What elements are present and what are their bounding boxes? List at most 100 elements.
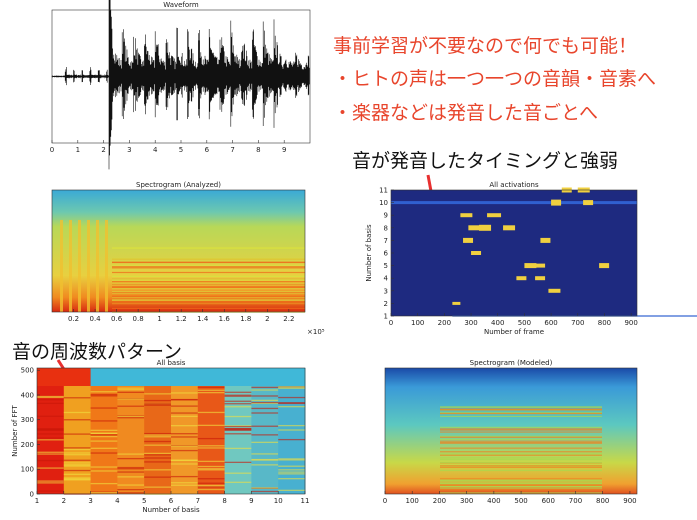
basis-decor	[117, 471, 144, 472]
basis-decor	[144, 404, 171, 405]
spectrogram-decor	[440, 431, 602, 432]
spectrogram-decor	[112, 278, 305, 279]
basis-decor	[64, 474, 91, 475]
red-line: 事前学習が不要なので何でも可能！	[333, 35, 637, 57]
basis-decor	[225, 416, 252, 417]
basis-decor	[225, 403, 252, 404]
spectrogram-decor	[112, 296, 305, 297]
activation-decor	[460, 213, 472, 217]
spectrogram-decor	[112, 292, 305, 293]
basis-decor	[144, 486, 171, 487]
x-tick-label: 0	[383, 497, 387, 505]
x-tick-label: 300	[460, 497, 473, 505]
basis-decor	[225, 482, 252, 483]
basis-decor	[225, 462, 252, 463]
spectrogram-decor	[112, 265, 305, 266]
basis-decor	[64, 462, 91, 463]
basis-decor	[225, 428, 252, 429]
activation-decor	[540, 238, 550, 243]
spectrogram-decor	[112, 276, 305, 277]
basis-decor	[37, 482, 64, 483]
x-tick-label: 400	[487, 497, 500, 505]
y-tick-label: 400	[21, 391, 34, 399]
spectrogram-decor	[112, 302, 305, 303]
basis-decor	[225, 433, 252, 434]
basis-decor	[198, 425, 225, 426]
basis-decor	[37, 439, 64, 440]
basis-decor	[251, 464, 278, 465]
basis-decor	[171, 460, 198, 461]
spectrogram-decor	[112, 248, 305, 249]
basis-decor	[198, 483, 225, 484]
basis-decor	[64, 477, 91, 478]
y-tick-label: 9	[384, 212, 388, 220]
spectrogram-decor	[112, 280, 305, 281]
basis-decor	[198, 390, 225, 391]
basis-decor	[198, 466, 225, 467]
basis-decor	[117, 417, 144, 418]
basis-decor	[64, 460, 91, 461]
x-tick-label: 200	[438, 319, 451, 327]
x-tick-label: 5	[142, 497, 146, 505]
activation-decor	[535, 276, 545, 280]
spectrogram-decor	[440, 443, 602, 444]
x-tick-label: 1.2	[176, 315, 187, 323]
x-tick-label: 200	[433, 497, 446, 505]
basis-decor	[171, 476, 198, 477]
basis-decor	[91, 395, 118, 396]
basis-decor	[144, 476, 171, 477]
spectrogram-decor	[112, 267, 305, 268]
x-tick-label: 600	[542, 497, 555, 505]
activation-decor	[599, 263, 609, 268]
basis-decor	[278, 429, 305, 430]
basis-decor	[251, 368, 278, 386]
basis-decor	[171, 445, 198, 446]
activation-decor	[516, 276, 526, 280]
basis-decor	[37, 397, 64, 398]
spectrogram-decor	[440, 488, 602, 489]
x-tick-label: 7	[196, 497, 200, 505]
x-tick-label: 800	[598, 319, 611, 327]
y-axis-label: Number of basis	[365, 224, 373, 282]
basis-decor	[37, 490, 64, 491]
red-line: ・ヒトの声は一つ一つの音韻・音素へ	[333, 68, 656, 90]
basis-decor	[91, 466, 118, 467]
panel-title: Waveform	[163, 1, 199, 9]
y-axis-label: Number of FFT	[11, 405, 19, 457]
basis-decor	[278, 397, 305, 398]
basis-decor	[144, 461, 171, 462]
y-tick-label: 300	[21, 416, 34, 424]
basis-decor	[198, 368, 225, 386]
spectrogram-decor	[440, 457, 602, 458]
basis-decor	[64, 419, 91, 420]
basis-decor	[117, 468, 144, 469]
spectrogram-decor	[440, 428, 602, 429]
activation-decor	[452, 302, 460, 305]
x-axis-label: Number of frame	[484, 328, 544, 336]
activation-decor	[391, 190, 637, 316]
basis-decor	[117, 458, 144, 459]
x-tick-label: 2.2	[283, 315, 294, 323]
basis-decor	[64, 479, 91, 480]
basis-decor	[37, 453, 64, 454]
spectrogram-decor	[440, 439, 602, 440]
basis-decor	[251, 459, 278, 460]
y-tick-label: 4	[384, 275, 389, 283]
basis-decor	[37, 437, 64, 438]
notes: 事前学習が不要なので何でも可能！ ・ヒトの声は一つ一つの音韻・音素へ ・楽器など…	[333, 35, 656, 124]
slide: 事前学習が不要なので何でも可能！ ・ヒトの声は一つ一つの音韻・音素へ ・楽器など…	[0, 0, 697, 520]
basis-decor	[117, 492, 144, 493]
spectrogram-decor	[60, 220, 63, 312]
basis-decor	[225, 395, 252, 396]
x-tick-label: 7	[230, 146, 234, 154]
basis-decor	[171, 436, 198, 437]
basis-decor	[278, 388, 305, 389]
basis-decor	[91, 433, 118, 434]
activation-decor	[479, 225, 491, 231]
basis-decor	[251, 453, 278, 454]
basis-decor	[225, 406, 252, 407]
basis-decor	[198, 468, 225, 469]
basis-decor	[225, 392, 252, 393]
basis-decor	[37, 368, 64, 386]
basis-decor	[64, 454, 91, 455]
